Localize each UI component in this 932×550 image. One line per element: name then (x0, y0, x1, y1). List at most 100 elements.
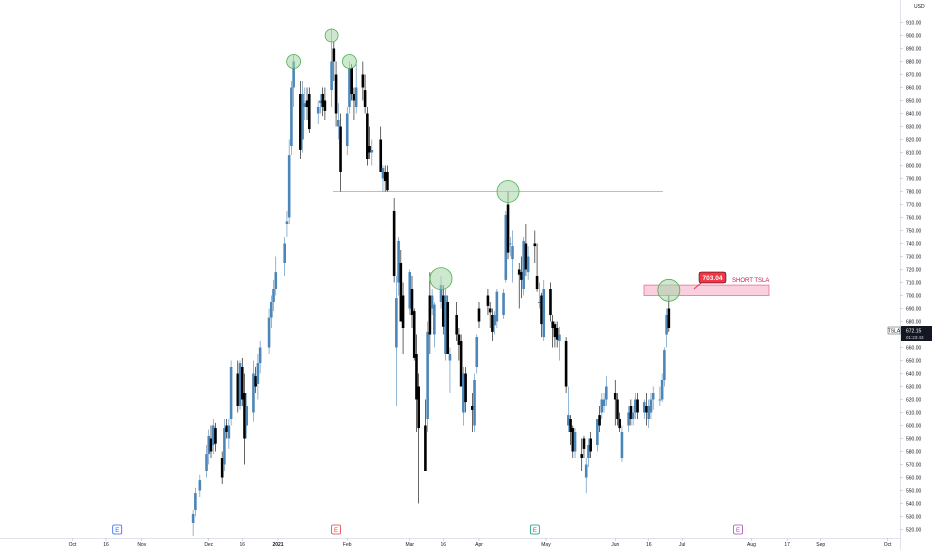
candles (191, 29, 671, 536)
time-tick-label: Dec (204, 542, 213, 548)
candle-body (629, 406, 633, 419)
candle (535, 243, 539, 292)
candle (395, 276, 398, 406)
candle-body (383, 172, 387, 182)
candle (660, 373, 664, 403)
candle (339, 113, 342, 192)
price-tick-label: 520.00 (906, 527, 922, 533)
time-tick-label: 16 (239, 542, 245, 548)
candle-body (348, 68, 351, 107)
candle (520, 256, 523, 299)
candle-body (471, 406, 474, 410)
earnings-label: E (533, 528, 537, 534)
candle (580, 438, 584, 471)
earnings-event[interactable]: E (331, 524, 341, 535)
earnings-icon (529, 524, 540, 535)
candle (486, 289, 490, 315)
candle-body (287, 155, 291, 218)
candle-body (236, 373, 240, 406)
candle (464, 367, 467, 413)
candle-body (564, 341, 568, 387)
time-tick-label: Apr (475, 542, 483, 548)
symbol-tag-box (887, 326, 901, 335)
candle (573, 428, 577, 458)
candle (448, 347, 452, 393)
candle (316, 100, 320, 124)
time-axis[interactable]: Oct 16 Nov Dec 16 2021 Feb Mar 16 Apr May Jun 16 Jul A… (69, 538, 893, 548)
candle-body (663, 350, 666, 380)
candle (511, 230, 514, 283)
earnings-event[interactable]: E (733, 524, 743, 535)
price-axis[interactable]: 910.00 900.00 890.00 880.00 870.00 860.00 850.… (900, 20, 922, 533)
candle-body (549, 289, 552, 315)
candle-body (631, 412, 635, 419)
candle (305, 87, 309, 120)
candle (555, 321, 559, 348)
candle (473, 373, 476, 432)
candle-body (462, 373, 465, 413)
candle (522, 237, 525, 296)
candle (471, 393, 474, 432)
candle-body (361, 74, 365, 88)
candle-body (379, 139, 383, 172)
candle-body (649, 399, 653, 413)
candle-body (596, 419, 599, 445)
candle (303, 87, 307, 120)
earnings-event[interactable]: E (529, 524, 540, 535)
earnings-event[interactable]: E (112, 524, 123, 535)
candle (354, 61, 358, 114)
price-tick-label: 770.00 (906, 202, 922, 208)
candle-body (571, 428, 575, 452)
candle (584, 458, 588, 494)
candle (475, 334, 479, 374)
candle-body (345, 113, 349, 146)
candle-body (301, 94, 304, 140)
candle-body (618, 419, 621, 429)
candle (410, 276, 414, 328)
candle (381, 165, 385, 192)
candle (361, 61, 365, 101)
candle-body (642, 402, 646, 413)
candle (569, 415, 572, 445)
candle (290, 81, 293, 156)
time-tick-label: Sep (816, 542, 825, 548)
candle-body (229, 367, 233, 419)
candle-body (439, 285, 443, 302)
candle-body (455, 315, 458, 335)
candle-body (243, 393, 246, 439)
price-tick-label: 740.00 (906, 241, 922, 247)
candle-body (459, 341, 463, 387)
candle (345, 107, 349, 156)
time-tick-label: 16 (440, 542, 446, 548)
candle-body (274, 272, 278, 289)
price-tick-label: 660.00 (906, 345, 922, 351)
candle-body (415, 354, 418, 400)
candle (299, 81, 302, 159)
price-tick-label: 880.00 (906, 59, 922, 65)
price-callout[interactable]: 703.04 (693, 271, 727, 290)
price-tick-label: 820.00 (906, 137, 922, 143)
candle-body (198, 480, 202, 491)
candle-body (441, 295, 445, 327)
candle-body (473, 380, 476, 426)
candle (229, 360, 233, 426)
price-tick-label: 730.00 (906, 254, 922, 260)
candle-body (502, 292, 505, 315)
candle-body (366, 113, 369, 159)
bar-countdown: 01:23:43 (906, 335, 924, 340)
candle (649, 393, 653, 419)
candle (386, 165, 389, 192)
candle-body (665, 315, 668, 335)
candle-body (508, 243, 512, 245)
candle-body (582, 438, 586, 449)
candle (428, 272, 432, 354)
candle (587, 438, 590, 468)
candle-body (504, 214, 508, 280)
price-tick-label: 610.00 (906, 410, 922, 416)
candle (600, 393, 604, 419)
candle (370, 139, 374, 166)
candle-body (214, 428, 217, 444)
candle (567, 386, 570, 432)
